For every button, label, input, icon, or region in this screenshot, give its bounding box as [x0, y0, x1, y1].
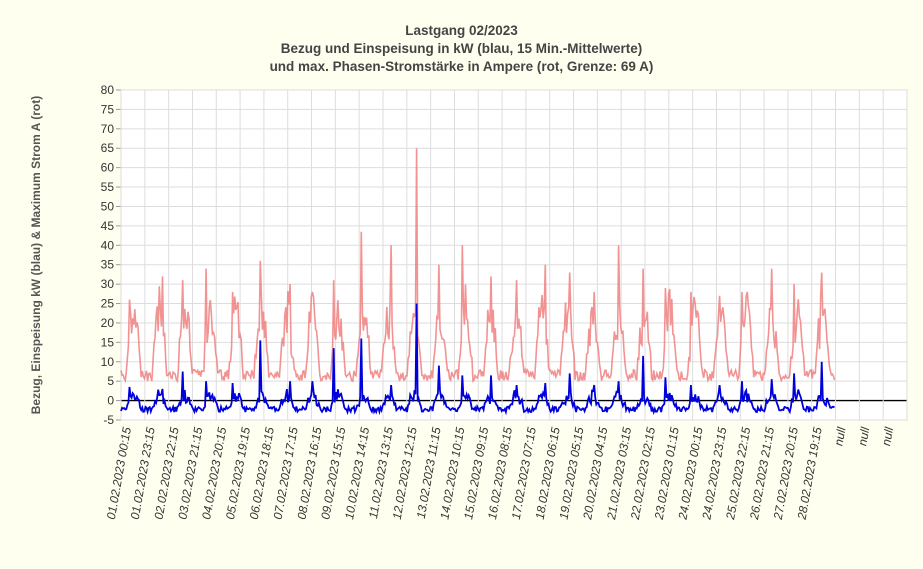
- y-tick-label: 45: [101, 219, 115, 233]
- series-current-line: [120, 148, 836, 384]
- x-tick-label: 28.02.2023 19:15: [794, 426, 824, 522]
- series-power-group: [120, 303, 835, 416]
- y-tick-label: 75: [101, 102, 115, 116]
- plot-area: [120, 89, 908, 421]
- series-power-line: [120, 303, 835, 416]
- chart-title: Lastgang 02/2023: [405, 23, 518, 38]
- y-tick-label: 25: [101, 297, 115, 311]
- x-tick-label: null: [879, 426, 896, 447]
- y-tick-label: 55: [101, 180, 115, 194]
- grid-lines: [116, 89, 908, 421]
- y-tick-label: 20: [101, 316, 115, 330]
- y-tick-label: -5: [103, 413, 114, 427]
- y-tick-labels: -5 0 5 10 15 20 25 30 35 40 45 50 55 60 65 70 75 80: [101, 83, 115, 427]
- y-tick-label: 15: [101, 335, 115, 349]
- y-tick-label: 80: [101, 83, 115, 97]
- y-tick-label: 60: [101, 161, 115, 175]
- series-current-group: [120, 148, 836, 384]
- y-tick-label: 35: [101, 258, 115, 272]
- y-tick-label: 30: [101, 277, 115, 291]
- y-tick-label: 50: [101, 199, 115, 213]
- x-tick-label: null: [855, 426, 872, 447]
- chart-subtitle-line-1: Bezug und Einspeisung in kW (blau, 15 Mi…: [280, 41, 643, 56]
- y-tick-label: 70: [101, 122, 115, 136]
- y-tick-label: 40: [101, 238, 115, 252]
- chart-title-block: Lastgang 02/2023 Bezug und Einspeisung i…: [0, 22, 923, 76]
- y-tick-label: 0: [107, 394, 114, 408]
- y-tick-label: 65: [101, 141, 115, 155]
- y-tick-label: 5: [107, 374, 114, 388]
- y-tick-label: 10: [101, 355, 115, 369]
- chart-subtitle-line-2: und max. Phasen-Stromstärke in Ampere (r…: [269, 59, 654, 74]
- y-axis-label: Bezug, Einspeisung kW (blau) & Maximum S…: [29, 96, 43, 414]
- x-tick-label: null: [831, 426, 848, 447]
